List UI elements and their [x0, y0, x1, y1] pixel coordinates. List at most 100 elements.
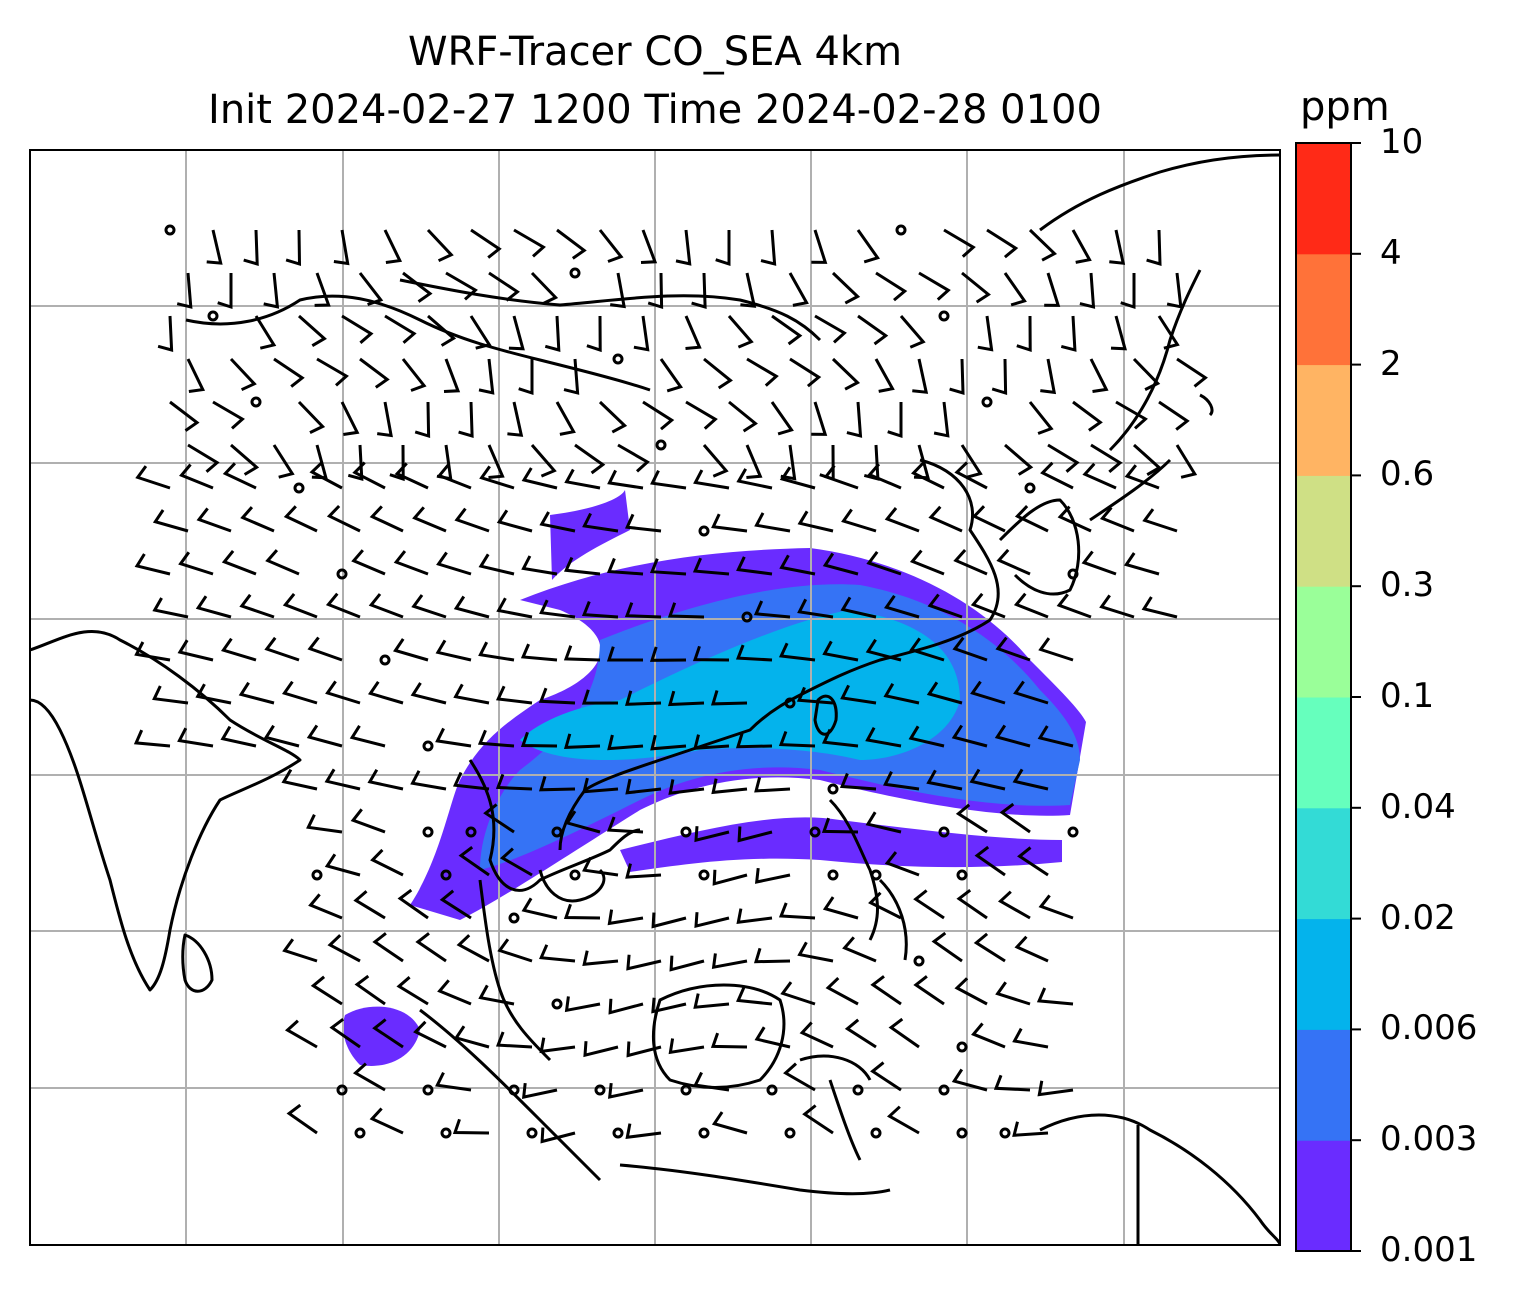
- wind-barb: [564, 996, 601, 1013]
- wind-barb: [973, 932, 1006, 963]
- wind-barb: [134, 641, 171, 662]
- coast-china-east: [558, 458, 1000, 851]
- wind-barb: [230, 443, 260, 476]
- wind-barb: [352, 1062, 386, 1092]
- colorbar-unit: ppm: [1300, 84, 1390, 130]
- wind-barb: [435, 1071, 472, 1092]
- wind-barb: [1012, 1121, 1049, 1137]
- wind-barb: [1115, 400, 1148, 430]
- wind-barb: [778, 642, 816, 662]
- wind-barb: [282, 592, 318, 619]
- wind-barb: [436, 463, 472, 490]
- wind-barb: [453, 1025, 490, 1049]
- wind-barb: [437, 979, 472, 1006]
- wind-barb: [692, 557, 730, 576]
- wind-barb: [943, 228, 976, 258]
- colorbar-segment: [1296, 253, 1351, 366]
- wind-barb: [487, 444, 505, 479]
- wind-barb: [435, 639, 472, 662]
- wind-barb: [933, 401, 950, 438]
- wind-barb: [1132, 443, 1162, 476]
- wind-barb: [598, 400, 628, 434]
- wind-barb: [969, 768, 1006, 791]
- wind-barb: [574, 443, 606, 475]
- wind-barb: [693, 469, 730, 490]
- wind-barb: [883, 594, 920, 619]
- wind-barb: [1012, 1027, 1049, 1049]
- wind-barb: [952, 636, 988, 662]
- wind-barb: [458, 401, 474, 439]
- wind-barb: [799, 1021, 834, 1049]
- wind-barb: [1146, 229, 1162, 267]
- wind-barb: [1142, 508, 1178, 533]
- wind-barb: [951, 1068, 988, 1092]
- calm-wind-marker: [612, 1127, 624, 1139]
- wind-barb: [436, 444, 453, 481]
- wind-barb: [702, 444, 729, 478]
- wind-barb: [831, 271, 861, 305]
- wind-barb: [581, 601, 619, 619]
- wind-barb: [435, 727, 472, 748]
- wind-barb: [1040, 461, 1074, 490]
- wind-barb: [281, 768, 318, 791]
- wind-barb: [865, 638, 902, 662]
- colorbar: [1295, 142, 1361, 1252]
- wind-barb: [326, 504, 361, 533]
- wind-barb: [650, 469, 687, 490]
- wind-barb: [581, 689, 619, 705]
- wind-barb: [1057, 505, 1092, 533]
- wind-barb: [314, 272, 331, 307]
- wind-barb: [327, 934, 361, 963]
- wind-barb: [888, 1017, 920, 1049]
- wind-barb: [956, 889, 988, 920]
- wind-barb: [796, 686, 834, 705]
- wind-barb: [478, 358, 495, 395]
- colorbar-tick-label: 0.3: [1380, 565, 1435, 606]
- wind-barb: [1099, 594, 1135, 619]
- calm-wind-marker: [551, 826, 563, 838]
- wind-barb: [239, 593, 275, 619]
- wind-barb: [367, 768, 404, 791]
- wind-barb: [846, 401, 863, 438]
- wind-barb: [1175, 444, 1198, 479]
- wind-barb: [351, 549, 386, 576]
- calm-wind-marker: [422, 740, 434, 752]
- wind-barb: [811, 401, 828, 436]
- calm-wind-marker: [698, 1127, 710, 1139]
- calm-wind-marker: [895, 224, 907, 236]
- wind-barb: [711, 953, 748, 970]
- wind-barb: [842, 936, 877, 963]
- wind-barb: [899, 315, 926, 349]
- wind-barb: [477, 729, 515, 748]
- wind-barb: [840, 684, 877, 705]
- coast-india: [30, 630, 302, 992]
- wind-barb: [960, 444, 983, 479]
- wind-barb: [310, 975, 343, 1006]
- wind-barb: [452, 771, 490, 791]
- wind-barb: [538, 687, 576, 705]
- wind-barb: [913, 444, 930, 480]
- wind-barb: [802, 1104, 834, 1135]
- wind-barb: [483, 803, 515, 834]
- calm-wind-marker: [827, 869, 839, 881]
- calm-wind-marker: [440, 1127, 452, 1139]
- wind-barb: [685, 400, 718, 430]
- wind-barb: [520, 731, 558, 748]
- wind-barb: [456, 934, 490, 963]
- wind-barb: [740, 272, 757, 308]
- wind-barb: [797, 510, 834, 533]
- wind-barb: [868, 891, 902, 920]
- wind-barb: [737, 826, 773, 843]
- wind-barb: [694, 826, 730, 843]
- wind-barb: [187, 443, 220, 473]
- colorbar-tick-label: 10: [1380, 122, 1424, 162]
- wind-barb: [993, 1074, 1031, 1092]
- coast-himalaya-border: [185, 294, 651, 392]
- calm-wind-marker: [698, 869, 710, 881]
- wind-barb: [814, 314, 847, 344]
- calm-wind-marker: [809, 826, 821, 838]
- wind-barb: [1081, 550, 1117, 576]
- wind-barb: [1109, 229, 1126, 265]
- wind-barb: [970, 592, 1006, 619]
- wind-barb: [647, 272, 664, 310]
